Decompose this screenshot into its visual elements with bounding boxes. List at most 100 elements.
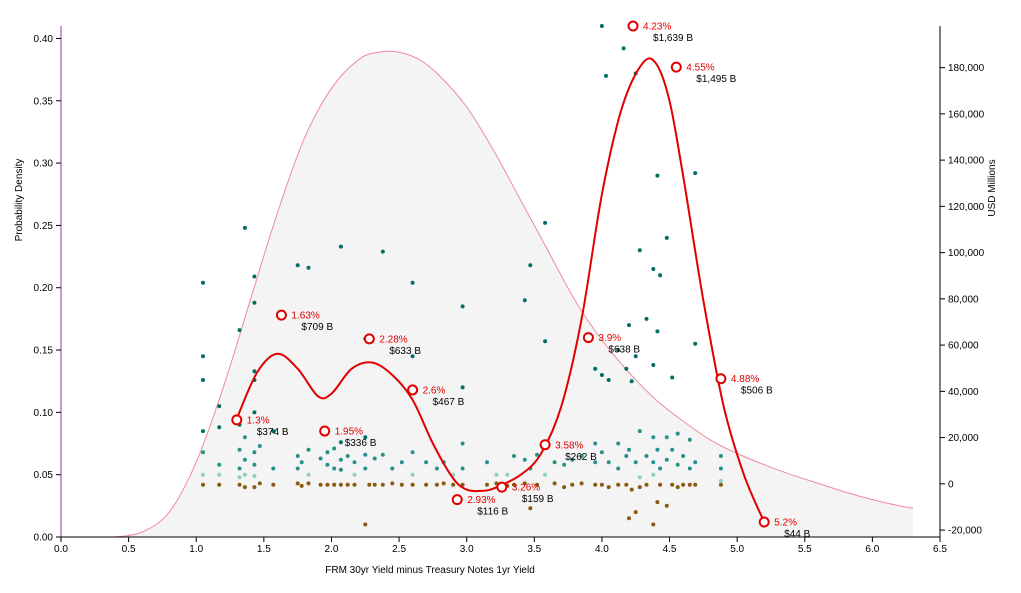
volume-point-marker <box>627 20 639 32</box>
volume-point-usd-label: $638 B <box>608 345 640 356</box>
scatter-point <box>460 385 465 390</box>
scatter-point <box>505 472 510 477</box>
scatter-point <box>380 482 385 487</box>
scatter-point <box>627 323 631 328</box>
volume-point-pct-label: 1.3% <box>247 415 270 426</box>
scatter-point <box>410 482 415 487</box>
scatter-point <box>338 482 343 487</box>
scatter-point <box>237 328 242 333</box>
scatter-point <box>460 482 465 487</box>
scatter-point <box>552 460 557 465</box>
volume-point-pct-label: 3.26% <box>512 483 540 494</box>
scatter-point <box>217 472 222 477</box>
scatter-point <box>306 472 311 477</box>
scatter-point <box>271 466 276 471</box>
volume-point-pct-label: 3.9% <box>598 333 621 344</box>
scatter-point <box>633 460 638 465</box>
y2-tick-label: 140,000 <box>948 156 985 167</box>
y2-tick-label: 0 <box>948 479 954 490</box>
scatter-point <box>693 460 698 465</box>
scatter-point <box>380 249 385 254</box>
scatter-point <box>606 460 611 465</box>
scatter-point <box>257 444 262 448</box>
scatter-point <box>237 482 242 487</box>
scatter-point <box>562 485 567 490</box>
volume-point-marker <box>275 309 287 321</box>
scatter-point <box>424 482 429 487</box>
scatter-point <box>410 280 415 285</box>
scatter-point <box>651 460 656 465</box>
scatter-point <box>257 481 262 486</box>
scatter-point <box>658 273 663 278</box>
scatter-point <box>399 460 404 465</box>
volume-point-usd-label: $159 B <box>522 494 554 505</box>
scatter-point <box>410 450 415 455</box>
scatter-point <box>380 452 385 457</box>
scatter-point <box>616 482 621 487</box>
scatter-point <box>252 450 257 455</box>
scatter-point <box>624 454 629 458</box>
volume-point-usd-label: $467 B <box>433 397 465 408</box>
x-tick-label: 4.0 <box>595 544 609 555</box>
scatter-point <box>485 482 489 487</box>
volume-point-usd-label: $1,495 B <box>696 74 736 85</box>
y2-tick-label: 120,000 <box>948 202 985 213</box>
density-layer <box>115 50 914 538</box>
scatter-point <box>410 354 415 359</box>
scatter-point <box>410 472 415 477</box>
volume-point-marker <box>539 439 551 451</box>
volume-point-pct-label: 5.2% <box>774 518 797 529</box>
density-area <box>115 51 914 537</box>
scatter-point <box>217 404 222 409</box>
scatter-point <box>363 522 368 527</box>
y2-tick-label: 180,000 <box>948 63 985 74</box>
volume-point-pct-label: 2.28% <box>379 334 407 345</box>
scatter-point <box>570 482 575 487</box>
scatter-point <box>332 446 337 451</box>
scatter-point <box>332 482 337 487</box>
scatter-point <box>562 462 567 467</box>
volume-point-marker <box>407 384 419 396</box>
scatter-point <box>522 457 527 462</box>
scatter-point <box>629 487 634 492</box>
scatter-point <box>338 440 343 445</box>
x-tick-label: 2.0 <box>325 544 339 555</box>
scatter-point <box>242 485 247 490</box>
scatter-point <box>345 454 350 458</box>
volume-point-marker <box>451 494 463 506</box>
scatter-point <box>434 466 439 471</box>
scatter-point <box>217 482 222 487</box>
scatter-point <box>372 482 377 487</box>
y2-tick-label: 100,000 <box>948 248 985 259</box>
scatter-point <box>237 466 242 471</box>
x-tick-label: 2.5 <box>392 544 406 555</box>
scatter-point <box>460 304 465 309</box>
y-tick-label: 0.05 <box>34 470 54 481</box>
scatter-point <box>681 482 686 487</box>
scatter-point <box>494 472 499 477</box>
axes-layer: 0.0 0.5 1.0 1.5 2.0 2.5 3.0 3.5 4.0 4.5 5.0 5.5 6.0 6… <box>34 26 985 555</box>
scatter-point <box>299 483 304 488</box>
x-tick-label: 6.5 <box>933 544 947 555</box>
scatter-point <box>675 485 680 490</box>
scatter-point <box>352 472 357 477</box>
scatter-point <box>579 481 584 486</box>
scatter-point <box>201 450 205 455</box>
scatter-point <box>655 447 660 452</box>
scatter-point <box>604 73 608 78</box>
scatter-point <box>237 475 242 480</box>
scatter-point <box>593 460 598 465</box>
scatter-point <box>325 450 330 455</box>
scatter-point <box>460 466 465 471</box>
scatter-point <box>675 431 680 436</box>
scatter-point <box>552 481 557 486</box>
scatter-point <box>318 456 323 461</box>
volume-point-marker <box>363 333 375 345</box>
scatter-point <box>718 454 723 458</box>
scatter-point <box>593 366 598 371</box>
scatter-point <box>295 481 300 486</box>
y2-tick-label: -20,000 <box>948 526 982 537</box>
scatter-point <box>570 457 575 462</box>
y2-tick-label: 60,000 <box>948 341 979 352</box>
